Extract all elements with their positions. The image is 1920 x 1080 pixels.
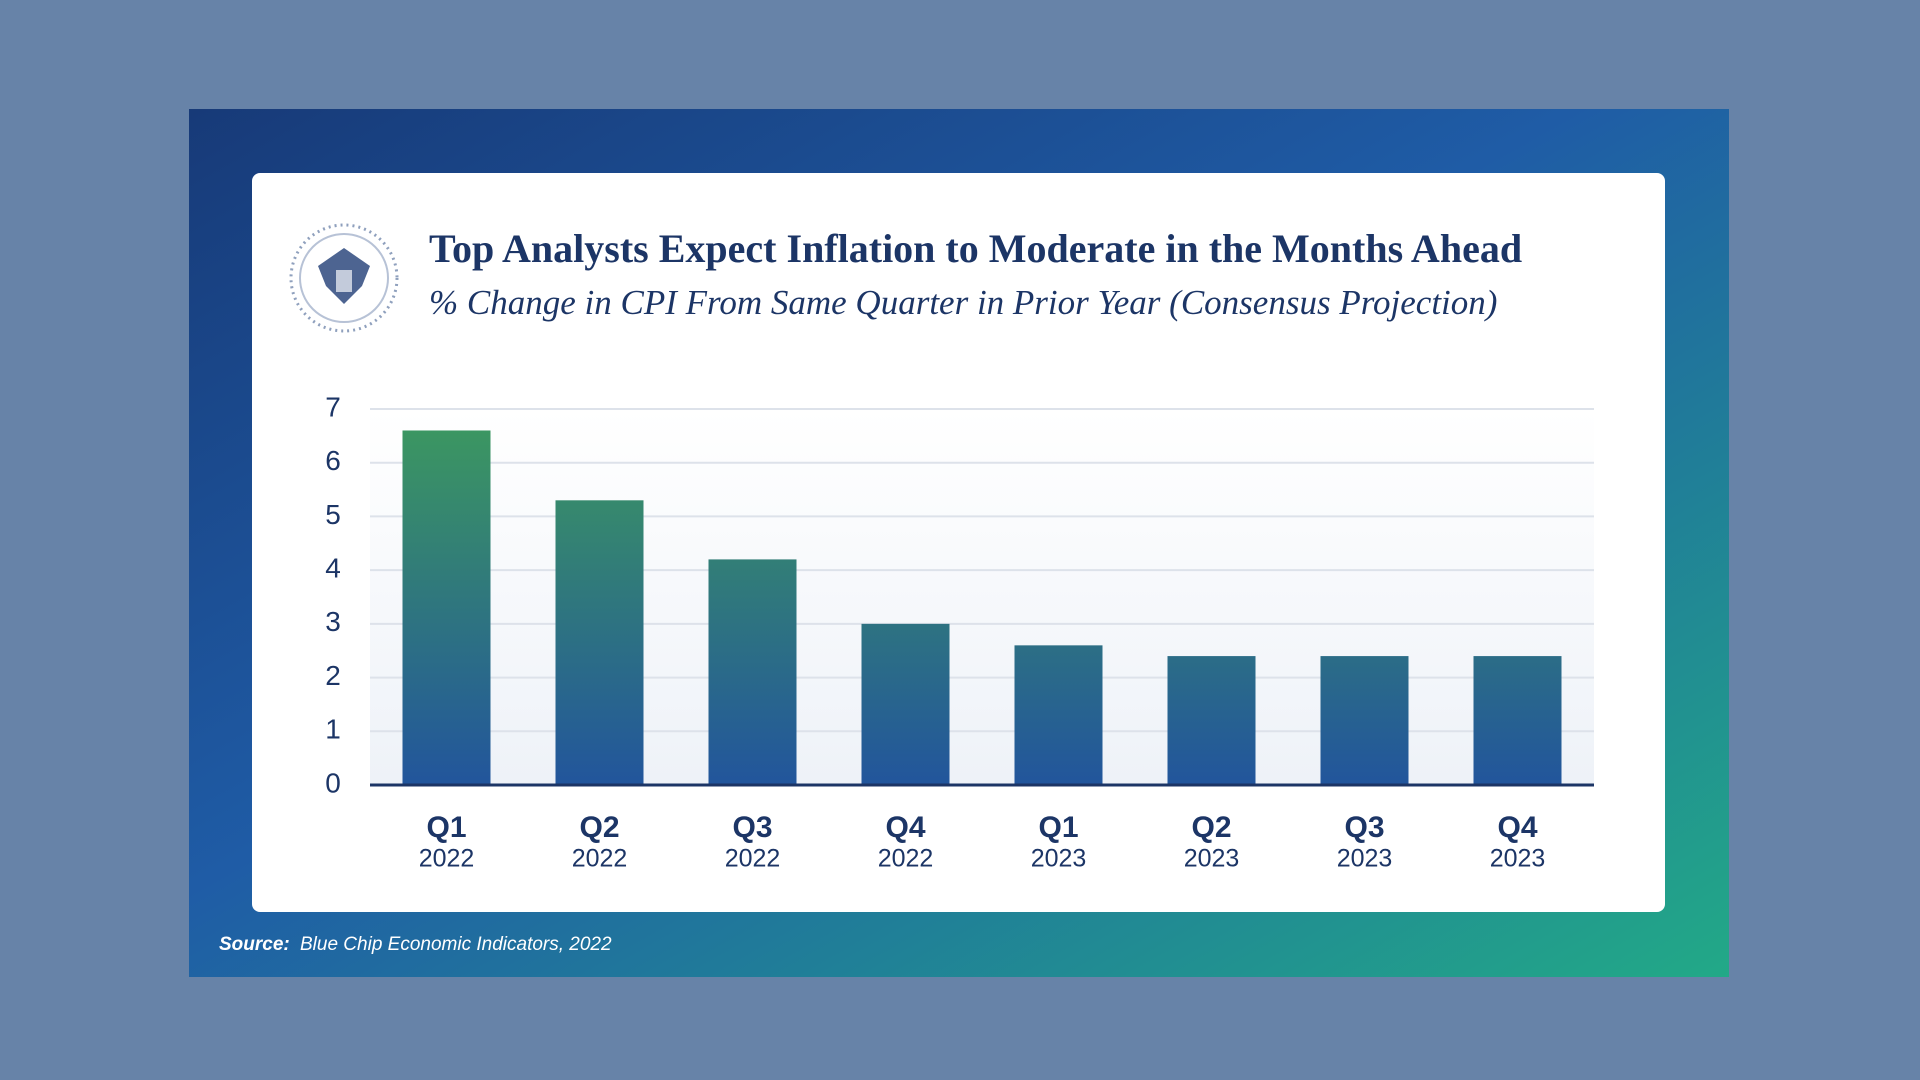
y-tick-label: 3	[325, 606, 341, 637]
source-label: Source:	[219, 934, 290, 955]
bar	[555, 500, 644, 785]
y-tick-label: 2	[325, 660, 341, 691]
bar	[1320, 656, 1409, 785]
y-tick-label: 4	[325, 553, 341, 584]
bar	[861, 623, 950, 785]
y-tick-label: 1	[325, 714, 341, 745]
x-tick-label: 2023	[1184, 845, 1240, 873]
x-tick-label: Q3	[732, 811, 772, 844]
x-tick-label: 2023	[1031, 845, 1087, 873]
x-tick-label: Q1	[426, 811, 466, 844]
bar	[402, 430, 491, 785]
bar	[1167, 656, 1256, 785]
x-tick-label: 2023	[1337, 845, 1393, 873]
y-tick-label: 0	[325, 767, 341, 798]
x-tick-label: Q2	[579, 811, 619, 844]
x-tick-label: 2022	[725, 845, 781, 873]
chart-title: Top Analysts Expect Inflation to Moderat…	[429, 226, 1522, 271]
bar	[1014, 645, 1103, 785]
bar	[708, 559, 797, 785]
source: Blue Chip Economic Indicators, 2022	[300, 934, 612, 955]
chart-subtitle: % Change in CPI From Same Quarter in Pri…	[429, 283, 1497, 322]
plot-area	[370, 409, 1594, 785]
x-tick-label: 2022	[419, 845, 475, 873]
x-tick-label: Q2	[1191, 811, 1231, 844]
x-tick-label: 2022	[572, 845, 628, 873]
x-tick-label: Q4	[1497, 811, 1537, 844]
x-tick-label: Q4	[885, 811, 925, 844]
x-tick-label: 2022	[878, 845, 934, 873]
x-tick-label: Q3	[1344, 811, 1384, 844]
x-tick-label: 2023	[1490, 845, 1546, 873]
y-tick-label: 7	[325, 391, 341, 422]
x-tick-label: Q1	[1038, 811, 1078, 844]
y-tick-label: 5	[325, 499, 341, 530]
bar	[1473, 656, 1562, 785]
seal	[289, 223, 399, 333]
y-tick-label: 6	[325, 445, 341, 476]
